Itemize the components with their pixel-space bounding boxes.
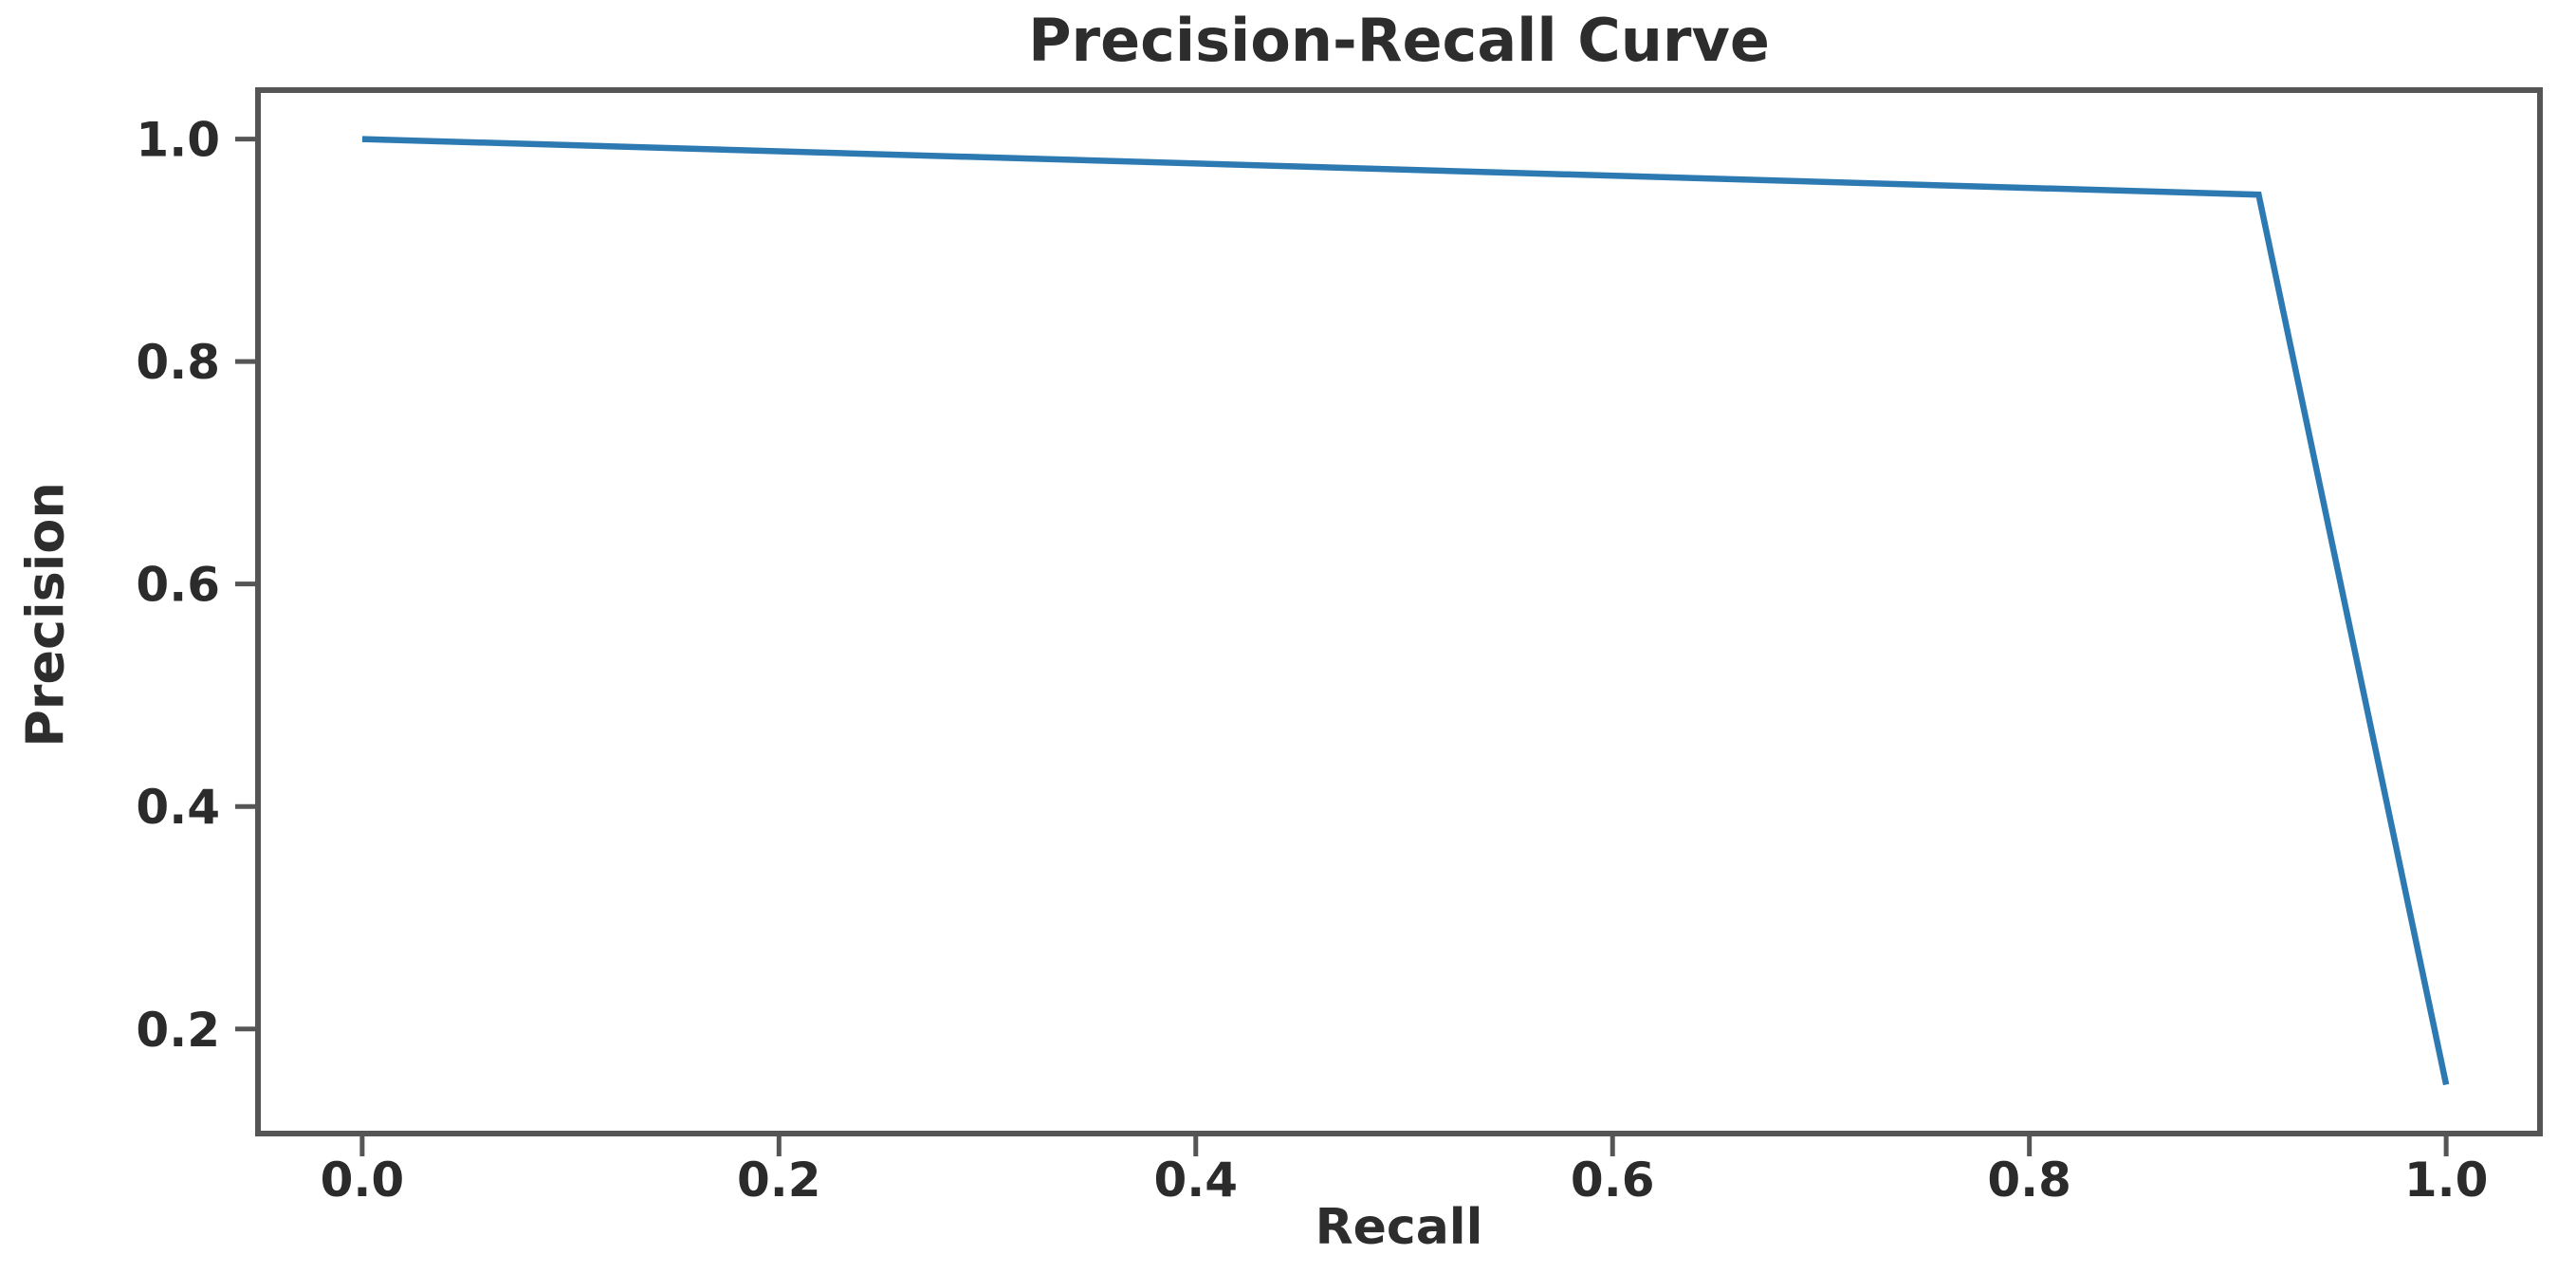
x-tick-label: 0.6: [1571, 1153, 1655, 1208]
x-tick-label: 0.4: [1153, 1153, 1238, 1208]
y-axis-label: Precision: [15, 482, 76, 747]
y-tick-label: 0.8: [136, 335, 220, 390]
y-tick-label: 0.6: [136, 558, 220, 613]
pr-curve-line: [361, 136, 2450, 1086]
x-axis-label: Recall: [1315, 1199, 1483, 1256]
y-tick-label: 0.4: [136, 780, 220, 835]
y-tick-label: 0.2: [136, 1003, 220, 1058]
chart-title: Precision-Recall Curve: [1028, 6, 1770, 75]
y-tick-label: 1.0: [136, 113, 220, 168]
x-tick-label: 0.0: [321, 1153, 405, 1208]
x-tick-label: 1.0: [2404, 1153, 2489, 1208]
x-tick-label: 0.2: [737, 1153, 821, 1208]
x-tick-label: 0.8: [1987, 1153, 2071, 1208]
axes-spines: [255, 87, 2543, 1136]
